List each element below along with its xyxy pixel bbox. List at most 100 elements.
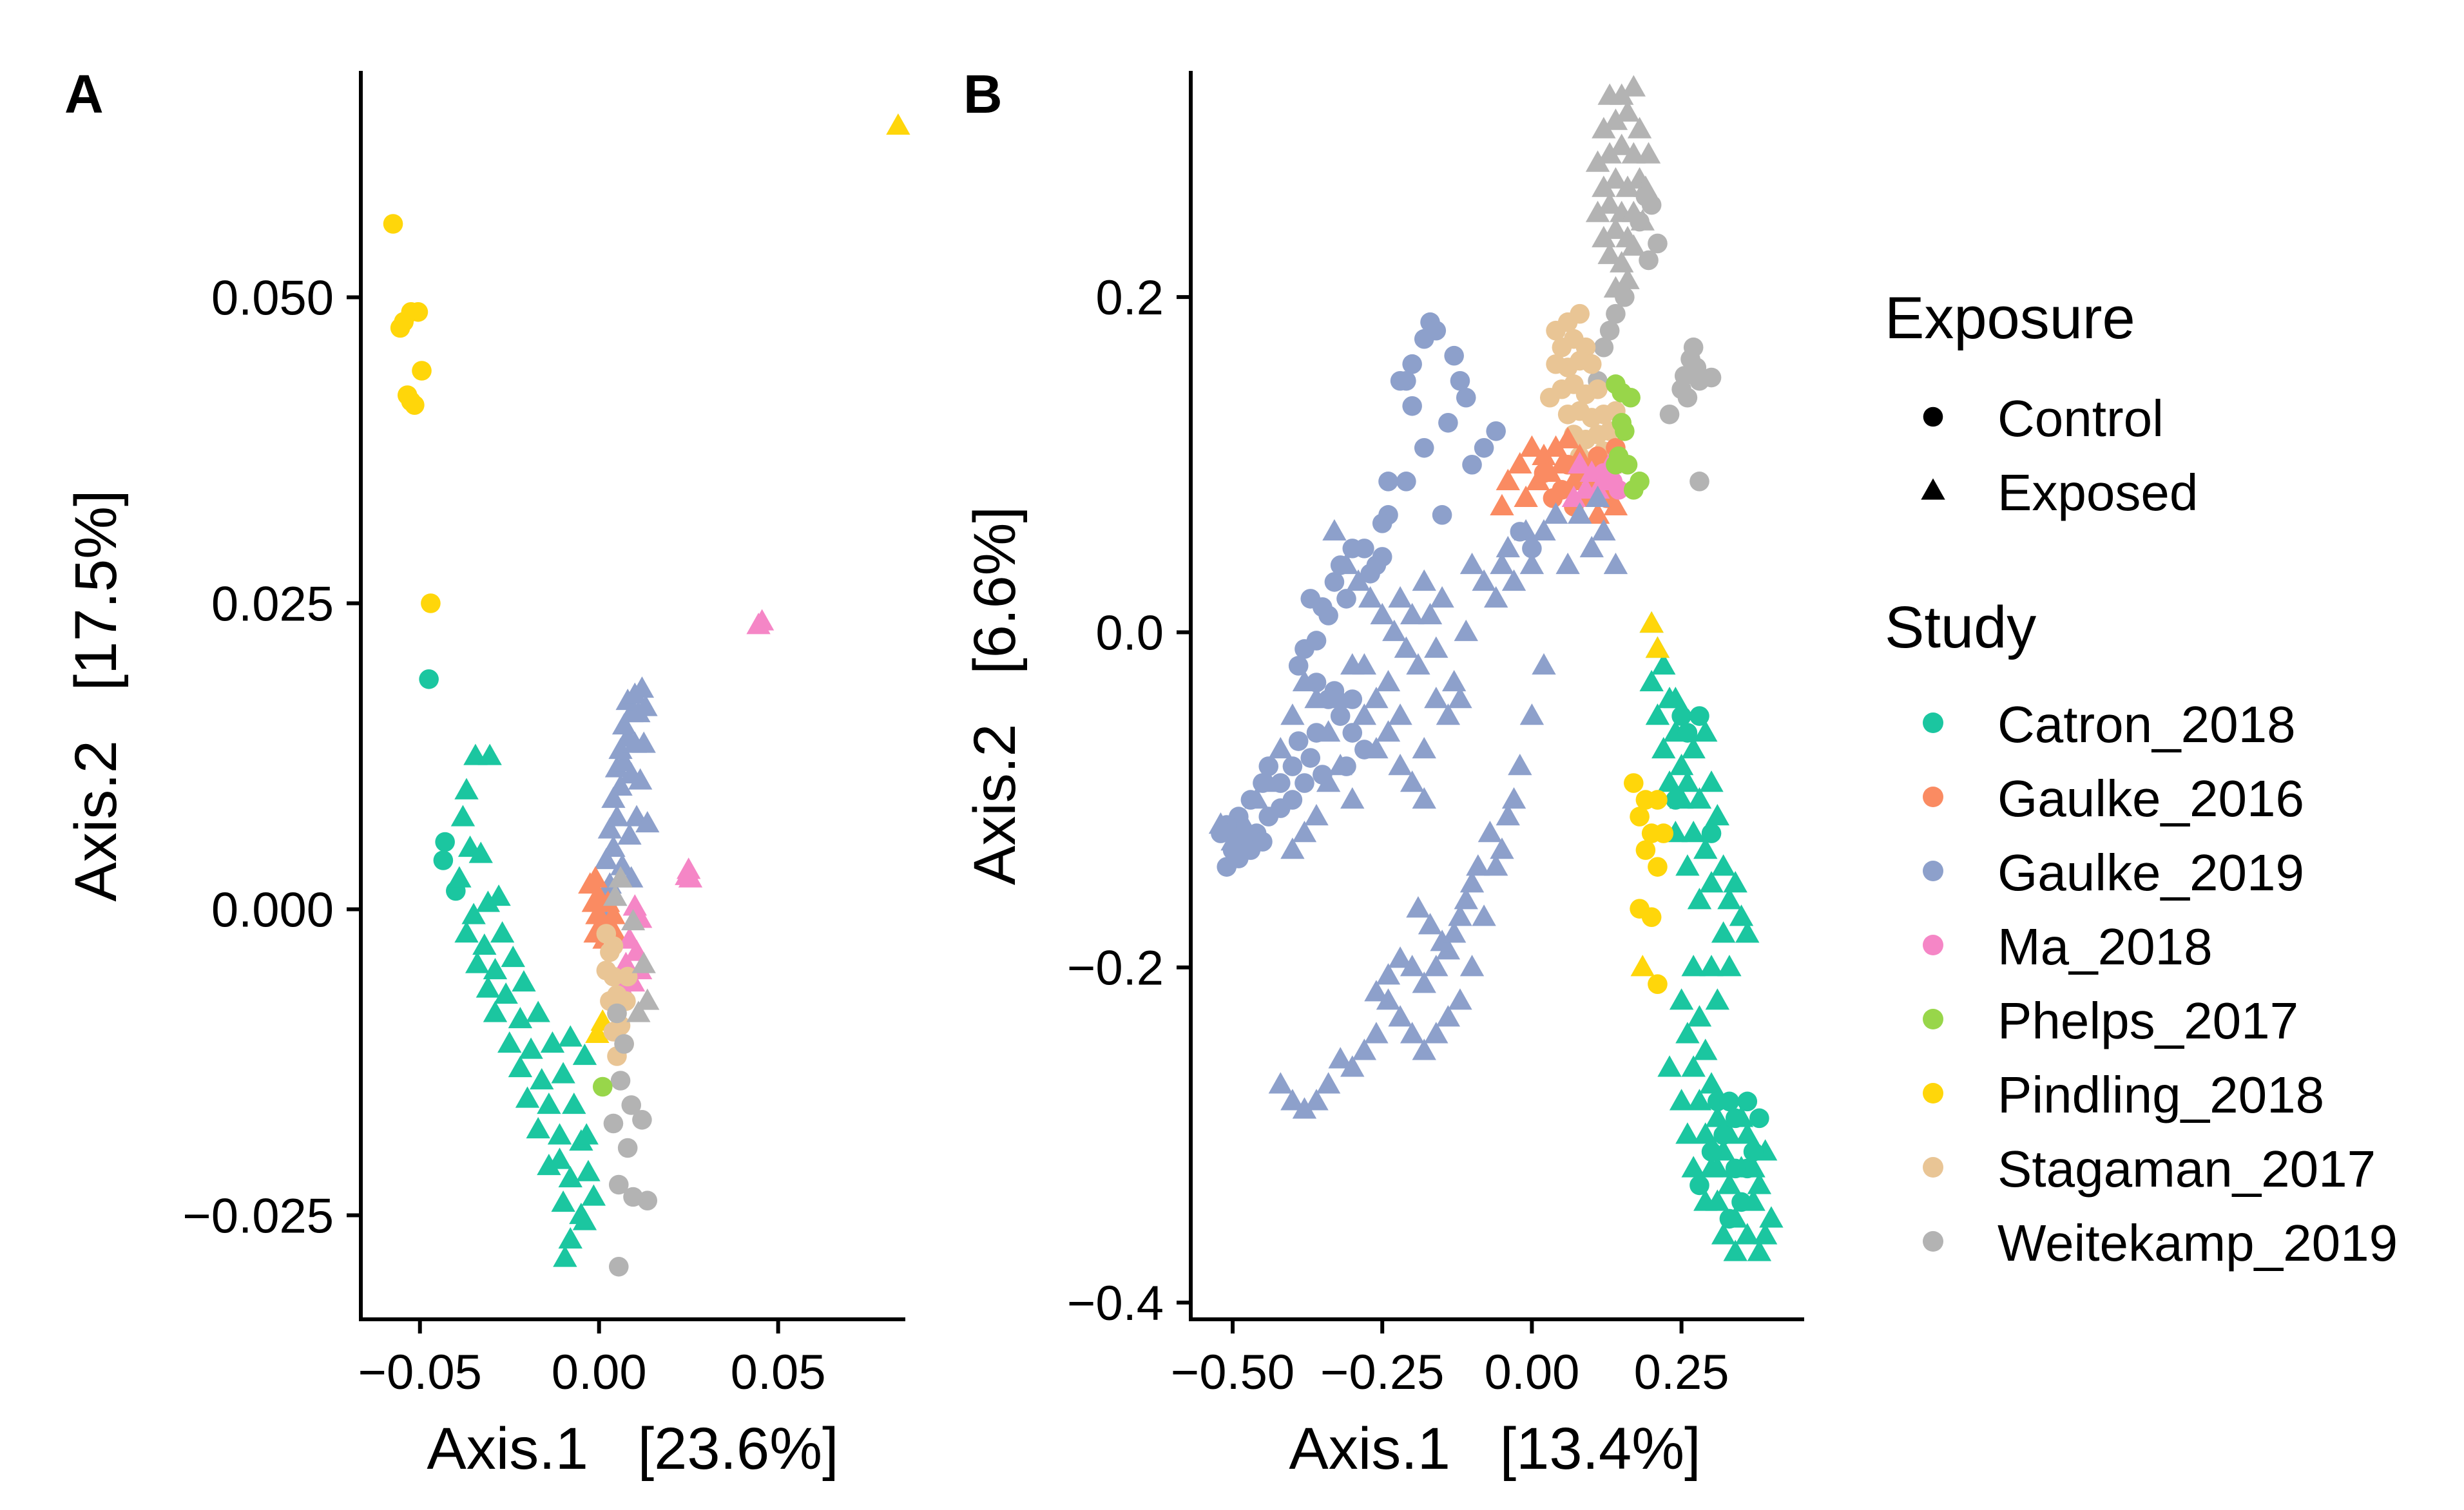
panel-b-point-gaulke-2016-control-6 — [1534, 463, 1554, 483]
panel-b-point-gaulke-2019-exposed-101 — [1477, 821, 1503, 843]
panel-b-point-gaulke-2019-control-28 — [1295, 639, 1314, 659]
panel-a-point-catron-2018-exposed-44 — [581, 1184, 606, 1206]
panel-a-point-catron-2018-exposed-12 — [490, 921, 515, 943]
panel-b-point-ma-2018-exposed-0 — [1568, 452, 1592, 474]
panel-b-point-gaulke-2019-exposed-14 — [1441, 669, 1467, 692]
panel-b-point-gaulke-2019-exposed-93 — [1430, 930, 1454, 951]
panel-a-point-pindling-2018-control-0 — [383, 214, 403, 234]
panel-b-point-weitekamp-2019-exposed-9 — [1610, 133, 1634, 155]
panel-b-point-catron-2018-exposed-19 — [1717, 888, 1742, 910]
panel-b-point-gaulke-2019-control-44 — [1258, 756, 1279, 776]
panel-b-point-gaulke-2019-control-5 — [1390, 370, 1410, 391]
panel-b-point-gaulke-2019-exposed-81 — [1328, 1047, 1352, 1069]
panel-a-point-gaulke-2019-exposed-4 — [597, 817, 622, 839]
panel-a-y-tick-label: 0.000 — [211, 883, 334, 938]
panel-b-point-weitekamp-2019-control-1 — [1641, 195, 1662, 215]
panel-a-point-catron-2018-exposed-43 — [547, 1147, 572, 1169]
panel-a-point-pindling-2018-exposed-0 — [886, 113, 910, 135]
panel-a-point-gaulke-2019-exposed-6 — [601, 786, 626, 808]
panel-b-point-gaulke-2019-exposed-32 — [1603, 552, 1628, 575]
panel-a-point-gaulke-2019-exposed-17 — [630, 676, 655, 698]
panel-a-point-pindling-2018-control-4 — [408, 302, 428, 322]
panel-b-point-weitekamp-2019-exposed-23 — [1597, 242, 1622, 264]
legend-exposure-key-triangle-icon — [1921, 478, 1945, 500]
panel-b-point-gaulke-2019-exposed-83 — [1304, 1089, 1329, 1111]
panel-a-point-ma-2018-exposed-4 — [678, 866, 703, 888]
panel-b-point-weitekamp-2019-exposed-11 — [1592, 175, 1616, 197]
panel-b-point-catron-2018-exposed-40 — [1711, 1223, 1736, 1245]
panel-a-point-gaulke-2019-exposed-10 — [608, 737, 633, 760]
panel-b-point-gaulke-2019-exposed-1 — [1334, 552, 1359, 575]
legend-study-title: Study — [1885, 595, 2036, 660]
panel-a-point-gaulke-2019-exposed-22 — [617, 823, 642, 845]
panel-a-point-catron-2018-exposed-2 — [454, 778, 479, 799]
panel-b-point-gaulke-2019-exposed-102 — [1466, 854, 1490, 876]
panel-b-axes — [1189, 71, 1804, 1321]
panel-b-point-gaulke-2019-exposed-99 — [1490, 837, 1514, 859]
panel-b-point-catron-2018-exposed-17 — [1711, 854, 1736, 876]
panel-b-point-catron-2018-exposed-9 — [1681, 736, 1706, 759]
panel-a-point-gaulke-2019-exposed-24 — [631, 731, 656, 753]
panel-b-point-gaulke-2019-exposed-97 — [1376, 963, 1401, 985]
panel-a-point-weitekamp-2019-control-10 — [623, 1187, 643, 1207]
panel-b-point-gaulke-2019-control-15 — [1432, 505, 1452, 525]
panel-a-point-stagaman-2017-control-2 — [603, 936, 624, 956]
panel-b-point-gaulke-2019-exposed-80 — [1340, 1055, 1365, 1077]
panel-b-point-phelps-2017-control-9 — [1621, 387, 1641, 408]
panel-b-point-gaulke-2019-exposed-35 — [1364, 686, 1389, 709]
panel-b-point-catron-2018-control-1 — [1677, 723, 1698, 743]
panel-b-point-weitekamp-2019-exposed-15 — [1585, 200, 1610, 222]
panel-b-point-catron-2018-control-4 — [1701, 823, 1722, 843]
panel-a-point-weitekamp-2019-exposed-5 — [635, 988, 660, 1010]
panel-b-point-weitekamp-2019-exposed-27 — [1615, 267, 1640, 289]
panel-a-point-gaulke-2016-exposed-9 — [601, 903, 626, 924]
panel-b-point-catron-2018-exposed-28 — [1675, 1022, 1700, 1044]
legend-study-key-gaulke-2016 — [1923, 787, 1943, 807]
panel-b-point-gaulke-2019-exposed-86 — [1268, 1072, 1293, 1094]
panel-b-point-gaulke-2019-control-27 — [1300, 589, 1321, 609]
panel-b-point-gaulke-2019-exposed-57 — [1424, 686, 1449, 709]
panel-b-point-gaulke-2019-exposed-70 — [1459, 955, 1485, 977]
panel-b-point-gaulke-2019-control-62 — [1474, 438, 1494, 458]
panel-b-point-catron-2018-exposed-67 — [1717, 955, 1742, 977]
panel-b-y-axis-label: Axis.2 [6.6%] — [962, 506, 1028, 885]
panel-a-point-gaulke-2019-exposed-12 — [611, 712, 637, 735]
panel-a-point-catron-2018-exposed-26 — [508, 1055, 533, 1078]
panel-b-point-catron-2018-exposed-14 — [1705, 804, 1730, 826]
panel-b-point-weitekamp-2019-control-8 — [1593, 337, 1614, 358]
legend-study-key-weitekamp-2019 — [1923, 1231, 1943, 1252]
panel-b-point-gaulke-2019-exposed-88 — [1448, 904, 1472, 926]
panel-b-point-gaulke-2019-exposed-96 — [1388, 946, 1412, 968]
panel-b-point-gaulke-2019-exposed-91 — [1412, 971, 1436, 993]
panel-b-point-weitekamp-2019-control-6 — [1606, 303, 1626, 324]
panel-b-point-gaulke-2019-exposed-74 — [1412, 1038, 1436, 1060]
panel-b-point-gaulke-2019-exposed-66 — [1508, 754, 1532, 776]
panel-b-point-gaulke-2019-exposed-59 — [1328, 686, 1352, 709]
legend-study-label-ma-2018: Ma_2018 — [1997, 918, 2213, 975]
panel-b-point-catron-2018-exposed-10 — [1693, 720, 1718, 742]
panel-a-point-catron-2018-exposed-29 — [572, 1043, 597, 1066]
panel-a-point-weitekamp-2019-control-5 — [617, 1138, 638, 1158]
panel-a-y-tick-label: 0.025 — [211, 577, 334, 632]
panel-b-point-gaulke-2019-exposed-6 — [1394, 636, 1419, 658]
panel-b-point-gaulke-2019-exposed-20 — [1483, 586, 1508, 608]
panel-b-point-catron-2018-exposed-23 — [1687, 888, 1712, 910]
panel-b-point-weitekamp-2019-exposed-3 — [1592, 117, 1616, 139]
panel-b-point-catron-2018-exposed-57 — [1681, 1156, 1706, 1178]
panel-b-point-stagaman-2017-control-13 — [1588, 379, 1608, 399]
panel-b-point-gaulke-2019-control-64 — [1462, 455, 1482, 475]
panel-b-point-gaulke-2019-exposed-30 — [1579, 535, 1604, 558]
panel-a-point-catron-2018-exposed-39 — [551, 1190, 575, 1212]
panel-b-point-catron-2018-exposed-21 — [1723, 871, 1747, 893]
legend-exposure-items: Control Exposed — [1921, 390, 2198, 521]
panel-b-point-gaulke-2019-exposed-18 — [1459, 552, 1485, 575]
panel-b-point-gaulke-2019-exposed-90 — [1424, 955, 1449, 977]
panel-b-point-gaulke-2019-exposed-39 — [1412, 787, 1436, 809]
panel-b-point-gaulke-2016-exposed-4 — [1532, 443, 1556, 465]
panel-b-point-gaulke-2016-control-8 — [1588, 446, 1608, 466]
panel-b-point-catron-2018-exposed-58 — [1675, 1122, 1700, 1144]
panel-a-point-catron-2018-exposed-7 — [476, 890, 501, 912]
panel-a-x-tick-label: −0.05 — [358, 1345, 482, 1400]
panel-b-y-ticks: −0.4 −0.2 0.0 0.2 — [1067, 271, 1191, 1331]
panel-b-point-catron-2018-exposed-43 — [1735, 1122, 1760, 1144]
